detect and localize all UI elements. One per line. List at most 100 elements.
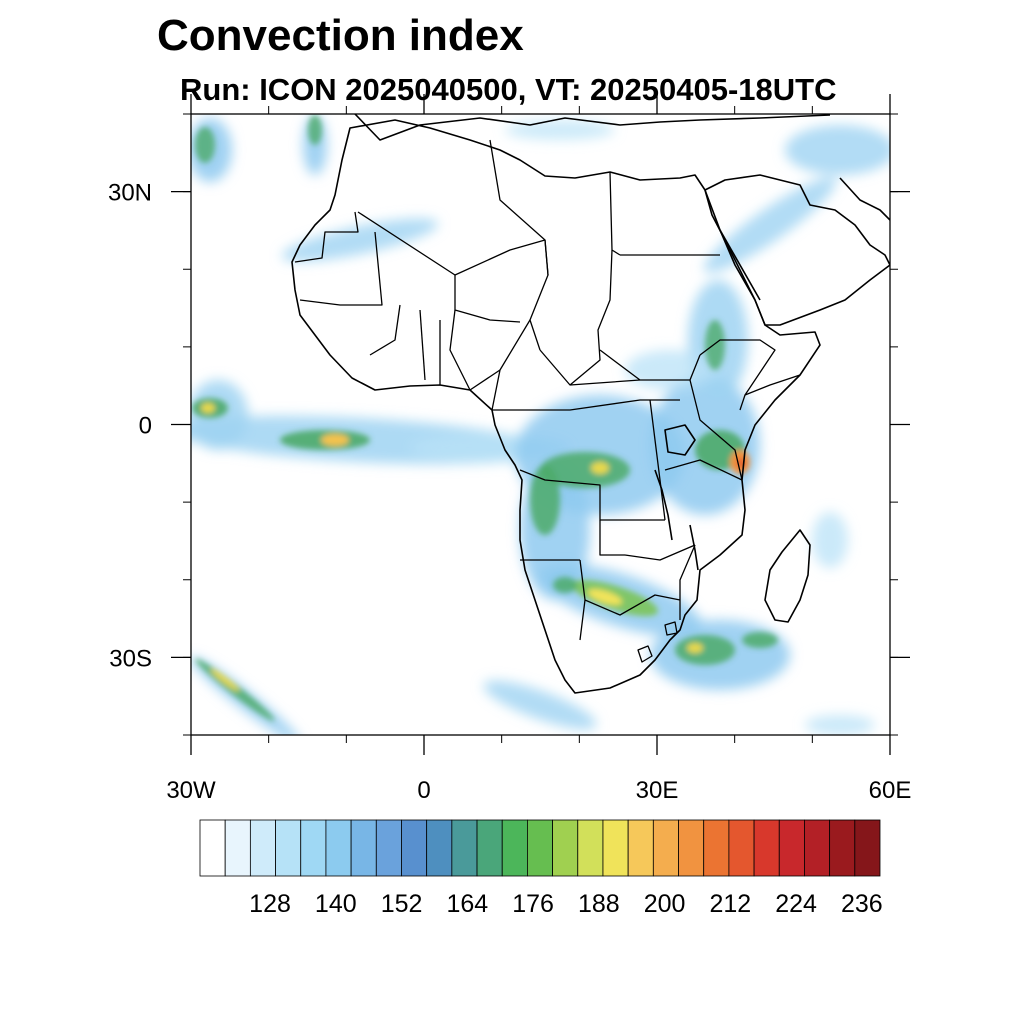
border-angola-zambia [599,520,625,556]
colorbar-box [602,819,629,877]
field-south-coast [483,680,597,730]
colorbar-box [426,819,453,877]
colorbar-label: 236 [841,890,883,918]
hotspot-south-atlantic [210,668,240,692]
field-arabia [703,177,837,273]
lake-malawi [689,524,699,571]
field-red-sea-north [785,125,890,175]
map-content [191,114,890,735]
colorbar-box [753,819,780,877]
hotspot-congo [591,462,609,474]
border-chad-sudan [569,249,613,386]
border-kenya [689,379,743,481]
colorbar-box [678,819,705,877]
y-tick-label: 30N [108,180,152,207]
x-tick-label: 30W [166,777,216,804]
hotspot-kalahari [587,589,623,605]
colorbar-box [652,819,679,877]
colorbar-box [375,819,402,877]
border-lesotho [637,645,653,663]
colorbar-label: 188 [578,890,620,918]
colorbar-box [577,819,604,877]
core-mozambique [675,635,735,665]
border-niger-chad [529,239,549,351]
colorbar-box [451,819,478,877]
hotspot-mozambique [687,643,703,653]
colorbar-label: 212 [709,890,751,918]
chart-title: Convection index [157,11,524,60]
colorbar-label: 164 [446,890,488,918]
colorbar-box [401,819,428,877]
coastlines-and-borders [291,114,890,694]
colorbar-box [275,819,302,877]
border-west-africa-1 [369,304,401,356]
chart-subtitle: Run: ICON 2025040500, VT: 20250405-18UTC [180,72,837,107]
field-se-corner [805,715,875,735]
border-car [539,349,641,386]
colorbar-box [325,819,352,877]
colorbar-box [199,819,226,877]
core-angola [530,465,560,535]
colorbar-box [703,819,730,877]
madagascar [764,529,811,623]
border-algeria-south [357,211,546,276]
colorbar-label: 200 [644,890,686,918]
border-tanzania [664,459,743,481]
border-eswatini [664,621,678,636]
border-mauritania-mali [299,231,383,306]
colorbar-label: 140 [315,890,357,918]
border-ethiopia [699,339,776,411]
border-drc-south [519,469,665,521]
colorbar-box [476,819,503,877]
border-somalia [744,374,801,396]
colorbar-box [804,819,831,877]
colorbar-box [829,819,856,877]
field-indian-ocean [812,512,848,568]
colorbar-box [728,819,755,877]
colorbar-box [527,819,553,877]
arabian-peninsula [704,174,890,326]
border-w-sahara [294,211,359,263]
colorbar: 128 140 152 164 176 188 200 212 224 236 [199,819,883,918]
border-cameroon [491,319,535,411]
lake-victoria [664,424,696,456]
field-sahara-west [281,218,439,262]
colorbar-box [778,819,805,877]
border-botswana-sa [584,594,681,616]
colorbar-box [249,819,276,877]
colorbar-label: 128 [249,890,291,918]
colorbar-box [552,819,579,877]
x-tick-label: 0 [417,777,430,804]
colorbar-box [627,819,654,877]
border-mali-niger [454,275,521,323]
border-nigeria [449,309,501,391]
hotspot-atlantic [321,434,349,446]
core-mozambique-east [742,632,778,648]
core-nw-corner [195,127,215,163]
field-sudan [625,350,715,390]
med-coast-europe [354,114,831,141]
x-tick-label: 30E [636,777,679,804]
x-tick-label: 60E [869,777,912,804]
colorbar-box [350,819,377,877]
country-borders [294,139,801,663]
border-sudan-south [599,349,701,381]
y-tick-label: 30S [109,645,152,672]
core-north-atlantic [308,115,322,145]
lake-tanganyika [654,469,673,541]
africa-coastline [291,119,821,694]
colorbar-box [300,819,327,877]
y-tick-label: 0 [139,413,152,440]
core-congo [540,452,630,488]
core-ethiopia [705,320,725,370]
core-angola-south [553,577,577,593]
persian-gulf [839,177,890,221]
border-drc-east [649,399,666,521]
hotspot-atlantic-west [201,403,215,413]
red-sea-coast [719,229,761,301]
border-mozambique [679,544,696,620]
map-axes: 30W 0 30E 60E 30N 0 30S [108,94,911,804]
colorbar-label: 176 [512,890,554,918]
colorbar-box [854,819,881,877]
